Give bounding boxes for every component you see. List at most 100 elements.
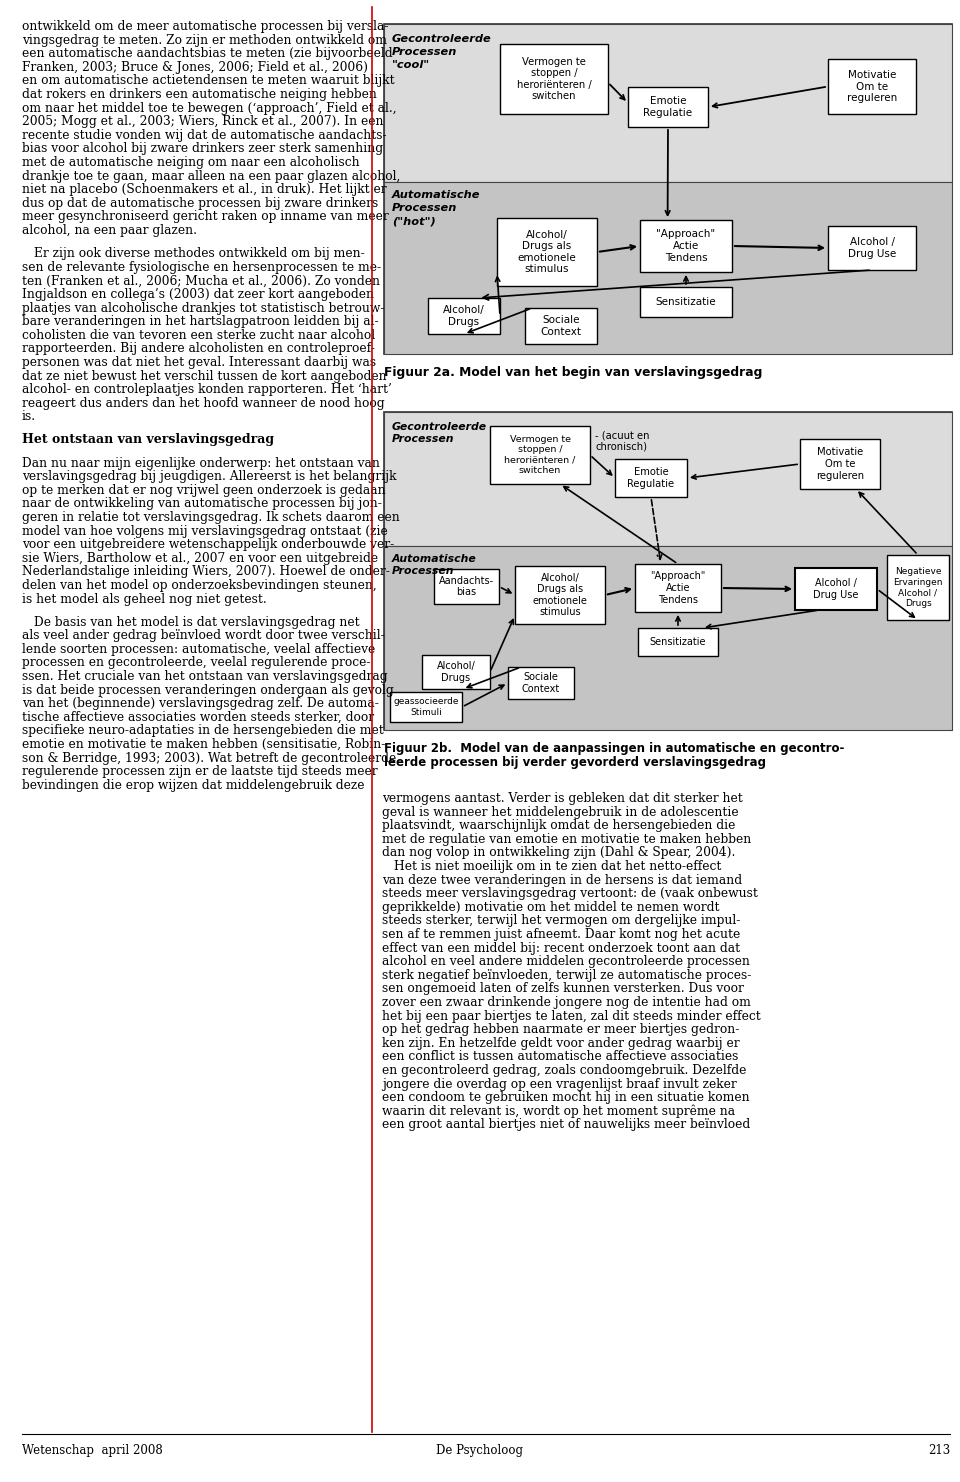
Text: sen de relevante fysiologische en hersenprocessen te me-: sen de relevante fysiologische en hersen… bbox=[22, 261, 381, 274]
Text: regulerende processen zijn er de laatste tijd steeds meer: regulerende processen zijn er de laatste… bbox=[22, 765, 377, 778]
Text: het bij een paar biertjes te laten, zal dit steeds minder effect: het bij een paar biertjes te laten, zal … bbox=[382, 1009, 760, 1023]
Text: waarin dit relevant is, wordt op het moment suprême na: waarin dit relevant is, wordt op het mom… bbox=[382, 1104, 735, 1119]
Text: vingsgedrag te meten. Zo zijn er methoden ontwikkeld om: vingsgedrag te meten. Zo zijn er methode… bbox=[22, 34, 387, 46]
Text: De basis van het model is dat verslavingsgedrag net: De basis van het model is dat verslaving… bbox=[34, 615, 360, 628]
Text: een automatische aandachtsbias te meten (zie bijvoorbeeld: een automatische aandachtsbias te meten … bbox=[22, 47, 393, 61]
Text: "Approach"
Actie
Tendens: "Approach" Actie Tendens bbox=[650, 572, 706, 605]
Text: Sociale
Context: Sociale Context bbox=[540, 316, 582, 336]
Text: een conflict is tussen automatische affectieve associaties: een conflict is tussen automatische affe… bbox=[382, 1051, 738, 1064]
Text: op te merken dat er nog vrijwel geen onderzoek is gedaan: op te merken dat er nog vrijwel geen ond… bbox=[22, 483, 386, 496]
Text: met de regulatie van emotie en motivatie te maken hebben: met de regulatie van emotie en motivatie… bbox=[382, 833, 752, 846]
Text: processen en gecontroleerde, veelal regulerende proce-: processen en gecontroleerde, veelal regu… bbox=[22, 657, 371, 670]
Text: vermogens aantast. Verder is gebleken dat dit sterker het: vermogens aantast. Verder is gebleken da… bbox=[382, 791, 743, 805]
Bar bbox=[515, 566, 605, 624]
Text: is het model als geheel nog niet getest.: is het model als geheel nog niet getest. bbox=[22, 593, 267, 606]
Bar bbox=[428, 298, 500, 333]
Text: jongere die overdag op een vragenlijst braaf invult zeker: jongere die overdag op een vragenlijst b… bbox=[382, 1077, 736, 1091]
Bar bbox=[800, 439, 880, 489]
Bar bbox=[434, 569, 499, 605]
Text: Franken, 2003; Bruce & Jones, 2006; Field et al., 2006): Franken, 2003; Bruce & Jones, 2006; Fiel… bbox=[22, 61, 368, 74]
Bar bbox=[640, 288, 732, 317]
Text: "cool": "cool" bbox=[392, 59, 430, 70]
Text: en gecontroleerd gedrag, zoals condoomgebruik. Dezelfde: en gecontroleerd gedrag, zoals condoomge… bbox=[382, 1064, 746, 1077]
Text: Dan nu naar mijn eigenlijke onderwerp: het ontstaan van: Dan nu naar mijn eigenlijke onderwerp: h… bbox=[22, 456, 380, 470]
Text: Nederlandstalige inleiding Wiers, 2007). Hoewel de onder-: Nederlandstalige inleiding Wiers, 2007).… bbox=[22, 565, 390, 578]
Text: geassocieerde
Stimuli: geassocieerde Stimuli bbox=[394, 698, 459, 717]
Text: meer gesynchroniseerd gericht raken op inname van meer: meer gesynchroniseerd gericht raken op i… bbox=[22, 210, 389, 224]
Text: dan nog volop in ontwikkeling zijn (Dahl & Spear, 2004).: dan nog volop in ontwikkeling zijn (Dahl… bbox=[382, 846, 735, 860]
Text: is.: is. bbox=[22, 411, 36, 424]
Text: zover een zwaar drinkende jongere nog de intentie had om: zover een zwaar drinkende jongere nog de… bbox=[382, 996, 751, 1009]
Text: Alcohol /
Drug Use: Alcohol / Drug Use bbox=[848, 237, 896, 259]
Bar bbox=[638, 628, 718, 657]
Text: lende soorten processen: automatische, veelal affectieve: lende soorten processen: automatische, v… bbox=[22, 643, 375, 657]
Text: alcohol- en controleplaatjes konden rapporteren. Het ‘hart’: alcohol- en controleplaatjes konden rapp… bbox=[22, 384, 392, 396]
Text: niet na placebo (Schoenmakers et al., in druk). Het lijkt er: niet na placebo (Schoenmakers et al., in… bbox=[22, 184, 387, 196]
Text: - (acuut en
chronisch): - (acuut en chronisch) bbox=[595, 430, 650, 452]
Bar bbox=[508, 667, 574, 700]
Text: Motivatie
Om te
reguleren: Motivatie Om te reguleren bbox=[847, 70, 898, 104]
Text: plaatjes van alcoholische drankjes tot statistisch betrouw-: plaatjes van alcoholische drankjes tot s… bbox=[22, 301, 385, 314]
Bar bbox=[384, 412, 952, 545]
Text: Alcohol/
Drugs: Alcohol/ Drugs bbox=[444, 305, 485, 328]
Text: ("hot"): ("hot") bbox=[392, 216, 436, 227]
Text: Ingjaldson en collega’s (2003) dat zeer kort aangeboden: Ingjaldson en collega’s (2003) dat zeer … bbox=[22, 288, 374, 301]
Text: effect van een middel bij: recent onderzoek toont aan dat: effect van een middel bij: recent onderz… bbox=[382, 941, 740, 954]
Text: sen ongemoeid laten of zelfs kunnen versterken. Dus voor: sen ongemoeid laten of zelfs kunnen vers… bbox=[382, 983, 744, 996]
Text: met de automatische neiging om naar een alcoholisch: met de automatische neiging om naar een … bbox=[22, 156, 360, 169]
Text: ken zijn. En hetzelfde geldt voor ander gedrag waarbij er: ken zijn. En hetzelfde geldt voor ander … bbox=[382, 1037, 739, 1049]
Text: delen van het model op onderzoeksbevindingen steunen,: delen van het model op onderzoeksbevindi… bbox=[22, 579, 376, 591]
Bar bbox=[384, 545, 952, 731]
Text: "Approach"
Actie
Tendens: "Approach" Actie Tendens bbox=[657, 230, 715, 262]
Text: recente studie vonden wij dat de automatische aandachts-: recente studie vonden wij dat de automat… bbox=[22, 129, 387, 142]
Text: Automatische: Automatische bbox=[392, 554, 477, 563]
Text: drankje toe te gaan, maar alleen na een paar glazen alcohol,: drankje toe te gaan, maar alleen na een … bbox=[22, 169, 400, 182]
Text: specifieke neuro-adaptaties in de hersengebieden die met: specifieke neuro-adaptaties in de hersen… bbox=[22, 725, 384, 738]
Bar bbox=[628, 87, 708, 127]
Text: en om automatische actietendensen te meten waaruit blijkt: en om automatische actietendensen te met… bbox=[22, 74, 395, 87]
Text: son & Berridge, 1993; 2003). Wat betreft de gecontroleerde: son & Berridge, 1993; 2003). Wat betreft… bbox=[22, 751, 396, 765]
Text: naar de ontwikkeling van automatische processen bij jon-: naar de ontwikkeling van automatische pr… bbox=[22, 498, 382, 510]
Text: van deze twee veranderingen in de hersens is dat iemand: van deze twee veranderingen in de hersen… bbox=[382, 873, 742, 886]
Text: een condoom te gebruiken mocht hij in een situatie komen: een condoom te gebruiken mocht hij in ee… bbox=[382, 1091, 750, 1104]
Text: Automatische: Automatische bbox=[392, 190, 481, 200]
Text: om naar het middel toe te bewegen (‘approach’, Field et al.,: om naar het middel toe te bewegen (‘appr… bbox=[22, 102, 396, 114]
Text: Emotie
Regulatie: Emotie Regulatie bbox=[628, 467, 675, 489]
Text: voor een uitgebreidere wetenschappelijk onderbouwde ver-: voor een uitgebreidere wetenschappelijk … bbox=[22, 538, 395, 551]
Text: plaatsvindt, waarschijnlijk omdat de hersengebieden die: plaatsvindt, waarschijnlijk omdat de her… bbox=[382, 820, 735, 833]
Text: Negatieve
Ervaringen
Alcohol /
Drugs: Negatieve Ervaringen Alcohol / Drugs bbox=[893, 568, 943, 608]
Text: Processen: Processen bbox=[392, 434, 454, 445]
Text: dus op dat de automatische processen bij zware drinkers: dus op dat de automatische processen bij… bbox=[22, 197, 378, 210]
Text: bevindingen die erop wijzen dat middelengebruik deze: bevindingen die erop wijzen dat middelen… bbox=[22, 780, 365, 791]
Bar bbox=[390, 692, 462, 722]
Text: Aandachts-
bias: Aandachts- bias bbox=[439, 575, 494, 597]
Bar bbox=[615, 459, 687, 496]
Text: Processen: Processen bbox=[392, 566, 454, 575]
Text: bare veranderingen in het hartslagpatroon leidden bij al-: bare veranderingen in het hartslagpatroo… bbox=[22, 316, 378, 328]
Text: Alcohol/
Drugs: Alcohol/ Drugs bbox=[437, 661, 475, 683]
Text: Processen: Processen bbox=[392, 47, 457, 56]
Text: sen af te remmen juist afneemt. Daar komt nog het acute: sen af te remmen juist afneemt. Daar kom… bbox=[382, 928, 740, 941]
Text: Emotie
Regulatie: Emotie Regulatie bbox=[643, 96, 692, 117]
Text: alcohol en veel andere middelen gecontroleerde processen: alcohol en veel andere middelen gecontro… bbox=[382, 956, 750, 968]
Text: Sociale
Context: Sociale Context bbox=[522, 673, 560, 694]
Text: Vermogen te
stoppen /
heroriënteren /
switchen: Vermogen te stoppen / heroriënteren / sw… bbox=[504, 434, 576, 476]
Bar bbox=[795, 568, 877, 611]
Text: Wetenschap  april 2008: Wetenschap april 2008 bbox=[22, 1443, 163, 1457]
Text: Alcohol /
Drug Use: Alcohol / Drug Use bbox=[813, 578, 858, 600]
Text: steeds sterker, terwijl het vermogen om dergelijke impul-: steeds sterker, terwijl het vermogen om … bbox=[382, 914, 740, 928]
Bar bbox=[384, 182, 952, 354]
Text: als veel ander gedrag beïnvloed wordt door twee verschil-: als veel ander gedrag beïnvloed wordt do… bbox=[22, 630, 385, 642]
Text: coholisten die van tevoren een sterke zucht naar alcohol: coholisten die van tevoren een sterke zu… bbox=[22, 329, 375, 342]
Text: geval is wanneer het middelengebruik in de adolescentie: geval is wanneer het middelengebruik in … bbox=[382, 806, 738, 818]
Bar bbox=[490, 425, 590, 485]
Text: emotie en motivatie te maken hebben (sensitisatie, Robin-: emotie en motivatie te maken hebben (sen… bbox=[22, 738, 385, 751]
Text: ontwikkeld om de meer automatische processen bij versla-: ontwikkeld om de meer automatische proce… bbox=[22, 19, 389, 33]
Text: ten (Franken et al., 2006; Mucha et al., 2006). Zo vonden: ten (Franken et al., 2006; Mucha et al.,… bbox=[22, 274, 380, 288]
Text: personen was dat niet het geval. Interessant daarbij was: personen was dat niet het geval. Interes… bbox=[22, 356, 376, 369]
Text: ssen. Het cruciale van het ontstaan van verslavingsgedrag: ssen. Het cruciale van het ontstaan van … bbox=[22, 670, 388, 683]
Bar bbox=[525, 308, 597, 344]
Text: steeds meer verslavingsgedrag vertoont: de (vaak onbewust: steeds meer verslavingsgedrag vertoont: … bbox=[382, 888, 757, 900]
Text: 2005; Mogg et al., 2003; Wiers, Rinck et al., 2007). In een: 2005; Mogg et al., 2003; Wiers, Rinck et… bbox=[22, 116, 383, 129]
Bar bbox=[422, 655, 490, 689]
